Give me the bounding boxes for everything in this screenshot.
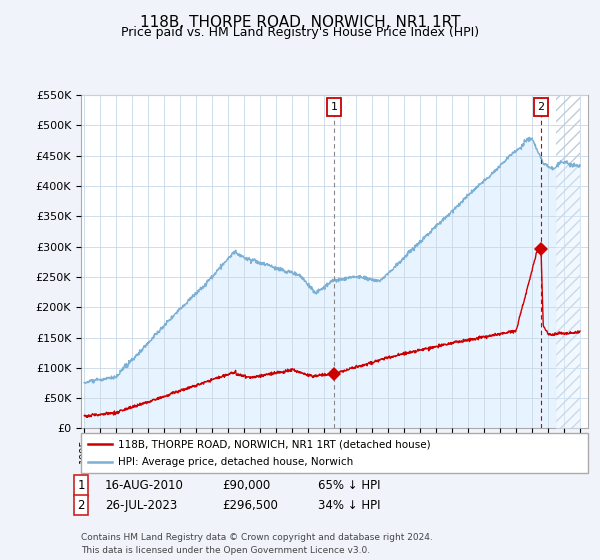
Text: 2: 2	[77, 498, 85, 512]
Text: 2: 2	[538, 102, 545, 113]
Text: 65% ↓ HPI: 65% ↓ HPI	[318, 479, 380, 492]
Text: HPI: Average price, detached house, Norwich: HPI: Average price, detached house, Norw…	[118, 457, 353, 467]
Text: 118B, THORPE ROAD, NORWICH, NR1 1RT (detached house): 118B, THORPE ROAD, NORWICH, NR1 1RT (det…	[118, 439, 431, 449]
Text: £90,000: £90,000	[222, 479, 270, 492]
Text: £296,500: £296,500	[222, 498, 278, 512]
Text: 26-JUL-2023: 26-JUL-2023	[105, 498, 177, 512]
Text: 1: 1	[77, 479, 85, 492]
Text: 16-AUG-2010: 16-AUG-2010	[105, 479, 184, 492]
Text: 34% ↓ HPI: 34% ↓ HPI	[318, 498, 380, 512]
Text: Contains HM Land Registry data © Crown copyright and database right 2024.
This d: Contains HM Land Registry data © Crown c…	[81, 533, 433, 554]
Text: 118B, THORPE ROAD, NORWICH, NR1 1RT: 118B, THORPE ROAD, NORWICH, NR1 1RT	[140, 15, 460, 30]
Text: Price paid vs. HM Land Registry's House Price Index (HPI): Price paid vs. HM Land Registry's House …	[121, 26, 479, 39]
Text: 1: 1	[331, 102, 338, 113]
